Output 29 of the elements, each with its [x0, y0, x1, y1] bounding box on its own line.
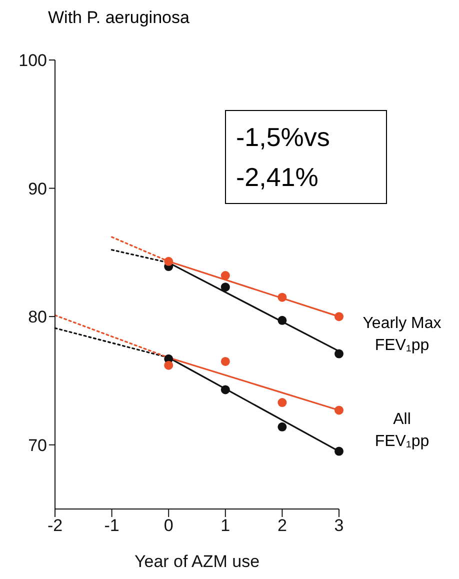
text: Yearly Max FEV₁pp — [362, 314, 442, 356]
y-tick-label: 80 — [28, 308, 47, 327]
point — [164, 360, 174, 370]
point — [220, 271, 230, 280]
x-axis-title: Year of AZM use — [134, 552, 260, 571]
point — [220, 356, 230, 366]
point — [278, 316, 287, 325]
x-tick-label: 3 — [334, 516, 344, 536]
point — [278, 292, 287, 302]
point — [334, 446, 344, 456]
annotation: -1,5%vs -2,41% — [225, 110, 387, 204]
y-tick-label: 100 — [18, 51, 47, 70]
y-tick-label: 90 — [28, 179, 47, 198]
point — [334, 406, 344, 415]
y-tick-label: 70 — [28, 436, 47, 455]
point — [278, 422, 287, 432]
x-tick-label: 0 — [164, 516, 174, 536]
x-tick-label: -1 — [104, 516, 120, 536]
point — [334, 349, 344, 358]
point — [220, 385, 230, 394]
point — [164, 256, 174, 266]
point — [278, 398, 287, 408]
text: All FEV₁pp — [374, 410, 430, 452]
point — [334, 312, 344, 322]
x-tick-label: 2 — [277, 516, 287, 536]
x-tick-label: 1 — [220, 516, 230, 536]
x-tick-label: -2 — [47, 516, 63, 536]
chart-title: With P. aeruginosa — [48, 8, 190, 28]
point — [220, 282, 230, 292]
